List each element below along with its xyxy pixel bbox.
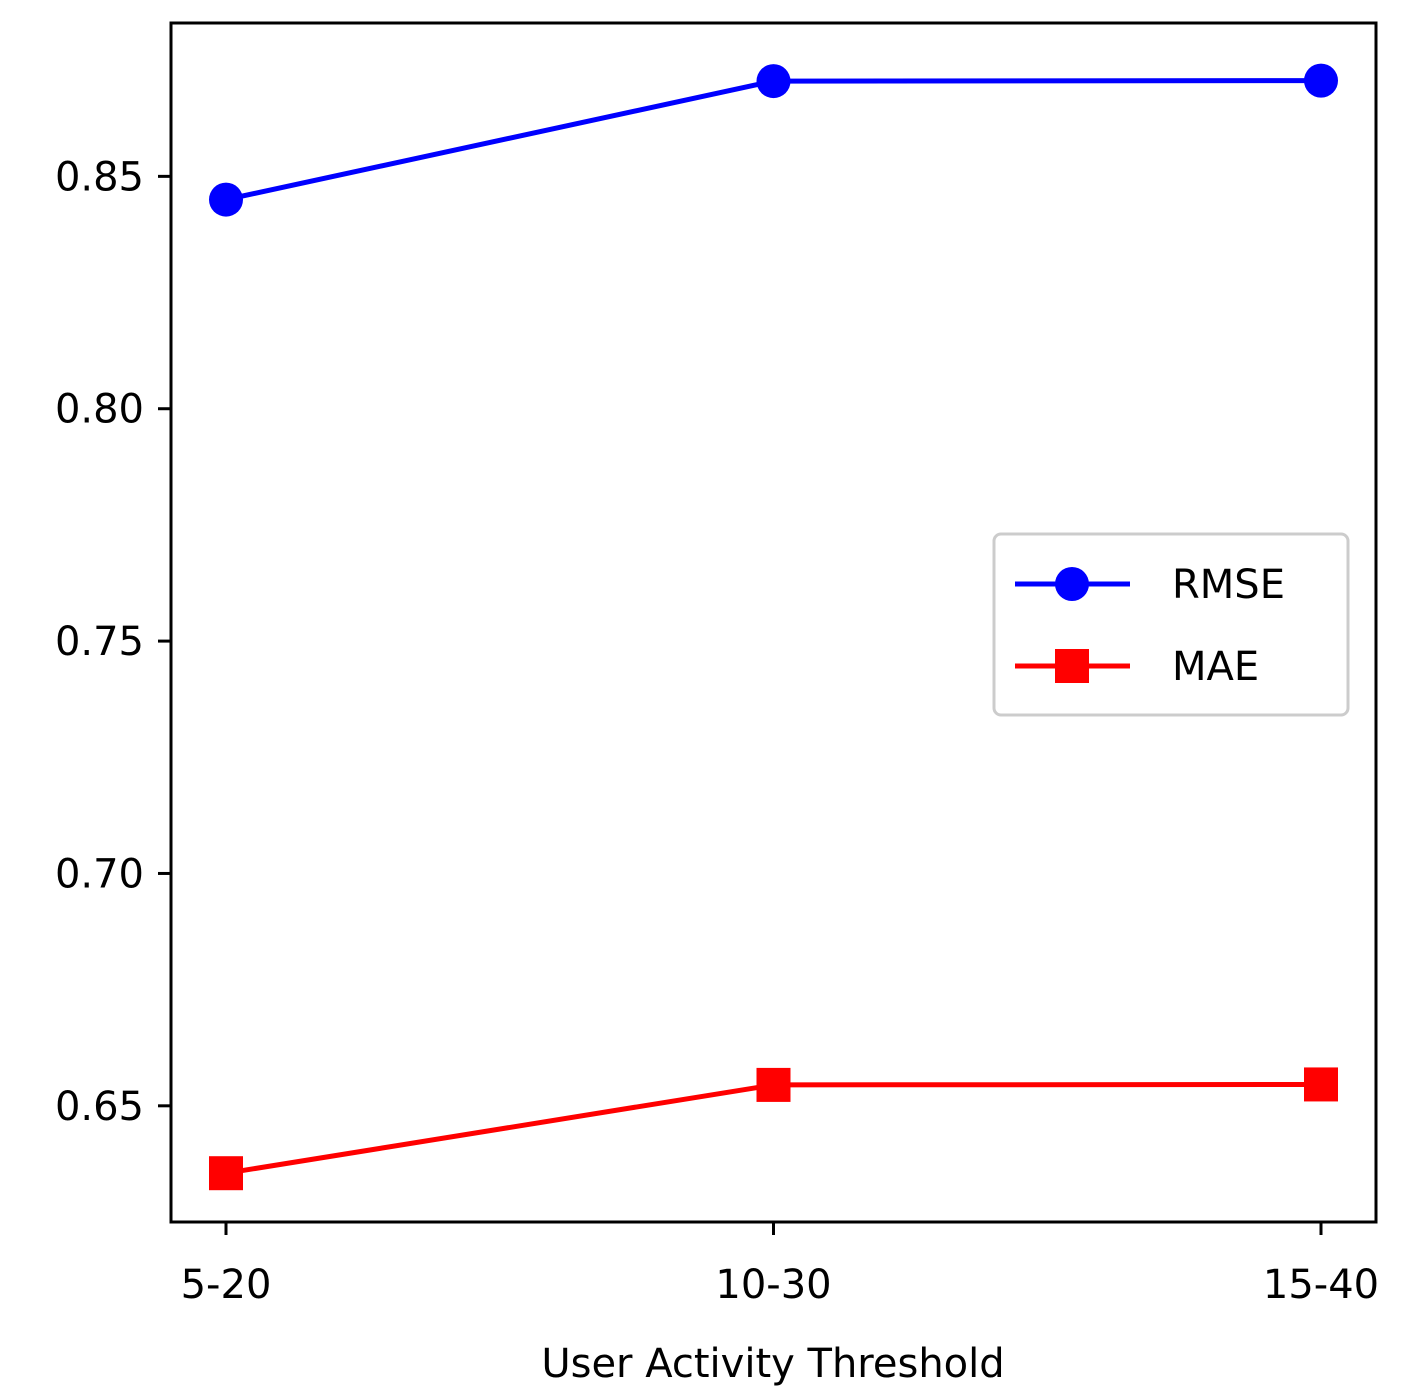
x-tick-label: 10-30 [715,1262,831,1308]
rmse-point [209,182,243,217]
legend-entries: RMSE MAE [1015,562,1285,690]
y-tick-label: 0.70 [55,851,144,897]
rmse-point [1304,63,1338,98]
legend-rmse-label: RMSE [1172,562,1285,608]
legend-mae-marker [1055,649,1089,683]
legend-rmse-marker [1055,567,1089,601]
x-tick-label: 15-40 [1263,1262,1379,1308]
series-layer [209,63,1338,1191]
legend-item-rmse: RMSE [1015,562,1285,608]
y-tick-label: 0.80 [55,387,144,433]
y-axis-ticks: 0.65 0.70 0.75 0.80 0.85 [55,154,171,1130]
legend: RMSE MAE [992,532,1350,717]
legend-mae-label: MAE [1172,644,1259,690]
mae-point [209,1156,243,1191]
plot-frame [169,21,1378,1224]
x-tick-label: 5-20 [181,1262,272,1308]
series-rmse [209,63,1338,217]
mae-point [756,1067,791,1102]
x-axis-label: User Activity Threshold [541,1341,1004,1387]
legend-item-mae: MAE [1015,644,1259,690]
series-mae [209,1067,1338,1191]
mae-point [1304,1067,1338,1102]
legend-box [992,532,1350,717]
y-tick-label: 0.65 [55,1084,144,1130]
y-tick-label: 0.75 [55,619,144,665]
rmse-point [756,64,791,99]
x-axis-ticks: 5-20 10-30 15-40 [181,1222,1379,1308]
y-tick-label: 0.85 [55,154,144,200]
